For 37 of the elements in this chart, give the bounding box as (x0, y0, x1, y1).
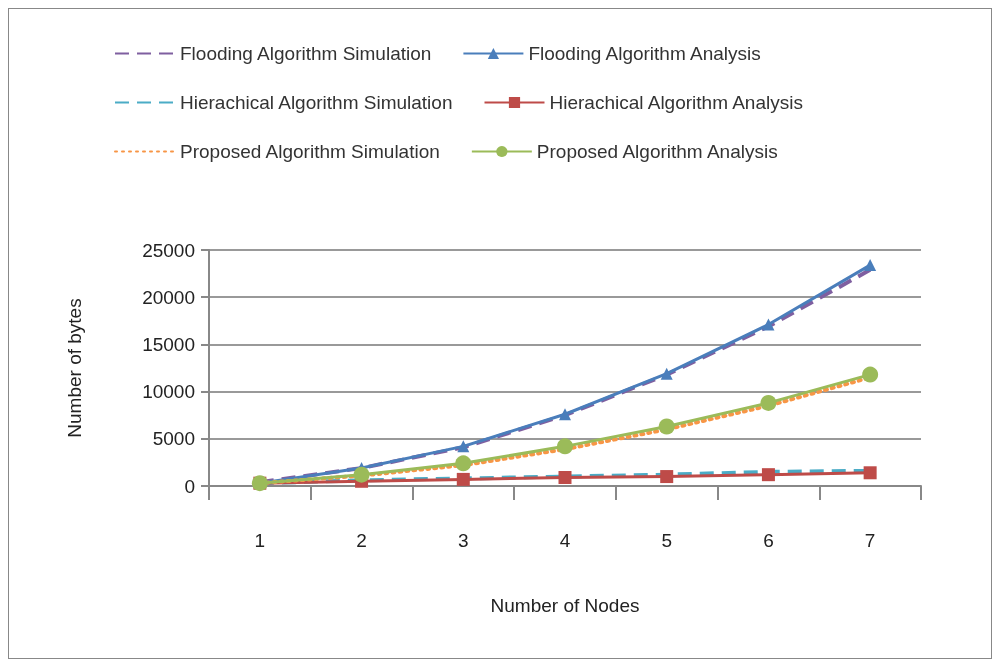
point (557, 438, 573, 455)
legend-label: Proposed Algorithm Simulation (180, 141, 440, 162)
x-tick-label: 2 (356, 530, 367, 551)
legend-label: Flooding Algorithm Simulation (180, 43, 432, 64)
point (559, 408, 571, 421)
y-tick-label: 20000 (142, 286, 195, 308)
point (762, 318, 775, 331)
y-tick-label: 0 (184, 475, 195, 497)
point (455, 455, 472, 472)
x-tick-label: 7 (864, 530, 876, 551)
y-axis-title: Number of bytes (64, 298, 85, 438)
legend-label: Hierachical Algorithm Analysis (549, 92, 803, 113)
y-tick-label: 5000 (152, 428, 195, 450)
x-tick-label: 5 (661, 530, 672, 551)
point (660, 470, 674, 484)
point (760, 394, 777, 411)
point (457, 440, 470, 453)
point (761, 468, 775, 482)
x-tick-label: 6 (763, 530, 774, 551)
x-axis-title: Number of Nodes (490, 595, 640, 616)
x-tick-label: 3 (458, 530, 469, 551)
y-tick-label: 10000 (142, 381, 195, 403)
point (864, 259, 877, 272)
point (660, 367, 673, 380)
legend-label: Flooding Algorithm Analysis (528, 43, 761, 64)
point (558, 471, 572, 484)
point (456, 472, 470, 486)
point (658, 418, 675, 435)
point (863, 466, 877, 480)
x-tick-label: 4 (559, 530, 571, 551)
legend-label: Hierachical Algorithm Simulation (180, 92, 453, 113)
point (862, 366, 879, 383)
y-tick-label: 25000 (142, 239, 195, 261)
point (353, 466, 370, 483)
y-tick-label: 15000 (142, 333, 195, 355)
legend-label: Proposed Algorithm Analysis (536, 141, 778, 162)
x-tick-label: 1 (254, 530, 266, 551)
